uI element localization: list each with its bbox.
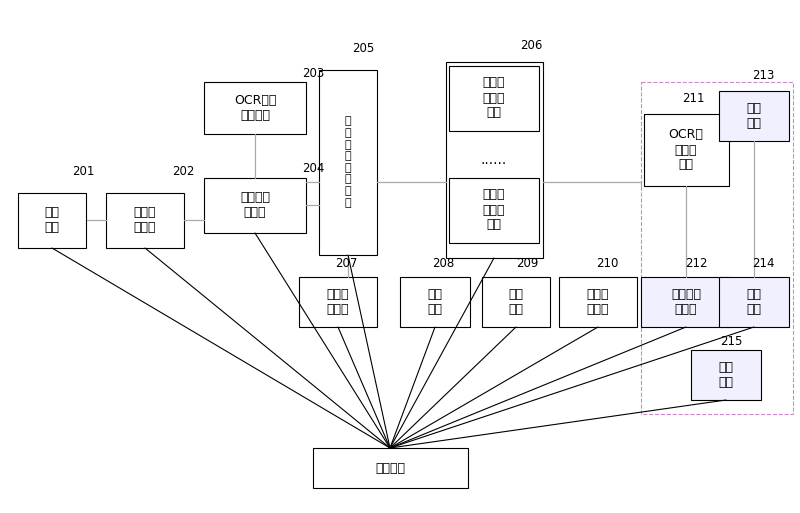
Text: 印刷区
域打印
装置: 印刷区 域打印 装置 [482,76,506,120]
Bar [299,277,377,327]
Text: 拍摄
装置: 拍摄 装置 [746,102,762,130]
Text: OCR信
息校验
装置: OCR信 息校验 装置 [669,128,703,171]
Bar [641,82,793,414]
Text: 201: 201 [72,165,94,178]
Bar [643,114,729,186]
Bar [449,177,539,243]
Text: 211: 211 [682,92,705,105]
Bar [204,82,306,134]
Bar [691,350,761,400]
Bar [719,91,789,141]
Text: 204: 204 [302,162,324,175]
Bar [106,192,184,247]
Bar [719,277,789,327]
Bar [400,277,470,327]
Text: 208: 208 [432,257,454,270]
Text: 进卡
装置: 进卡 装置 [45,206,59,234]
Text: 212: 212 [685,257,707,270]
Text: 209: 209 [516,257,538,270]
Text: 覆膜
装置: 覆膜 装置 [427,288,442,316]
Text: 213: 213 [752,69,774,82]
Text: 215: 215 [720,335,742,348]
Text: 205: 205 [352,42,374,55]
Text: 印刷区
域打印
装置: 印刷区 域打印 装置 [482,188,506,231]
Text: 二维码扫
描装置: 二维码扫 描装置 [671,288,701,316]
Text: 214: 214 [752,257,774,270]
Text: 控制组件: 控制组件 [375,462,405,475]
Text: 出卡
装置: 出卡 装置 [718,361,734,389]
Text: 203: 203 [302,67,324,80]
Text: 读卡
装置: 读卡 装置 [746,288,762,316]
Text: 206: 206 [520,39,542,52]
Text: 202: 202 [172,165,194,178]
Text: 接送卡传
动机构: 接送卡传 动机构 [240,191,270,219]
Bar [446,62,543,258]
Bar [319,69,377,254]
Bar [204,177,306,232]
Text: 多层写
卡装置: 多层写 卡装置 [134,206,156,234]
Text: 207: 207 [335,257,358,270]
Text: 印
刷
区
域
传
动
组
件: 印 刷 区 域 传 动 组 件 [345,116,351,208]
Bar [449,66,539,130]
Text: 热敏打
印装置: 热敏打 印装置 [586,288,610,316]
Bar [313,448,467,488]
Text: 210: 210 [596,257,618,270]
Text: 顶卡
装置: 顶卡 装置 [509,288,523,316]
Text: 缓冲传
动机构: 缓冲传 动机构 [326,288,350,316]
Bar [641,277,731,327]
Text: ......: ...... [481,153,507,167]
Bar [18,192,86,247]
Text: OCR边距
检验装置: OCR边距 检验装置 [234,94,276,122]
Bar [559,277,637,327]
Bar [482,277,550,327]
